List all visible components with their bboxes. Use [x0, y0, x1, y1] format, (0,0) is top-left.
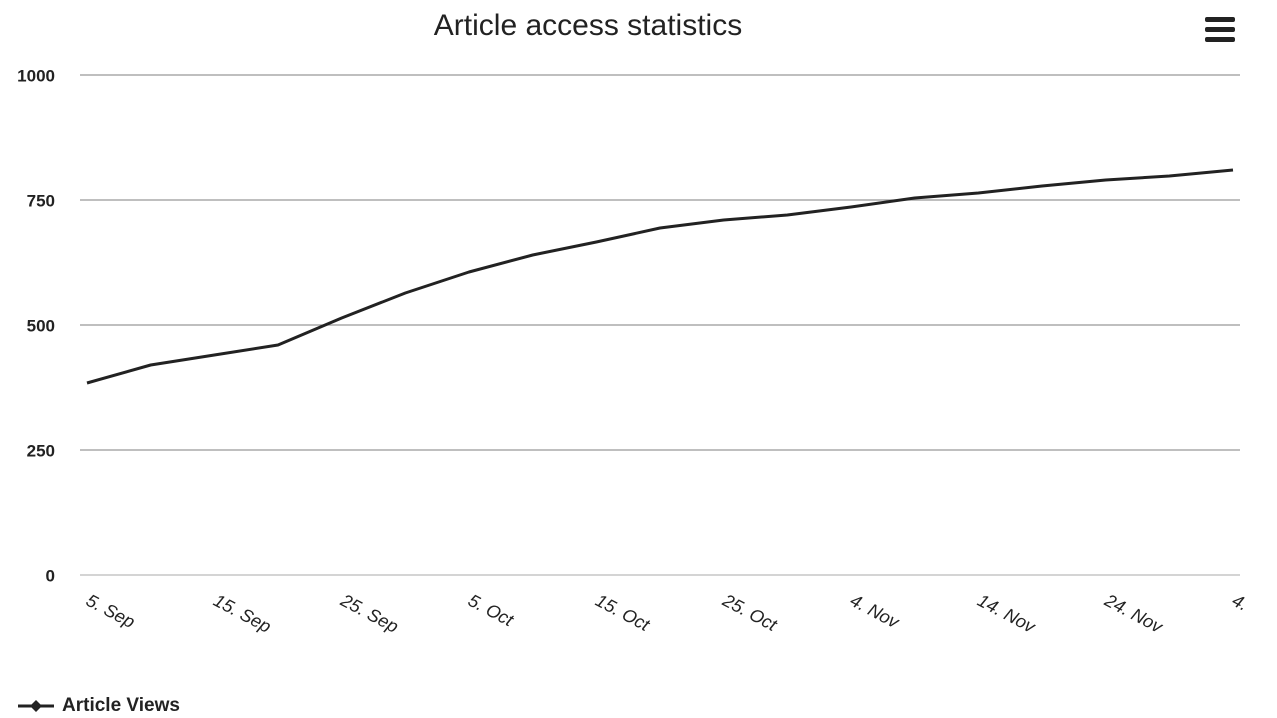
menu-bar[interactable]: [1205, 27, 1235, 32]
x-tick-label: 15. Sep: [210, 590, 274, 637]
legend-marker: [30, 700, 42, 712]
x-tick-label: 4.: [1229, 590, 1252, 615]
line: [86, 168, 1234, 385]
menu-bar[interactable]: [1205, 37, 1235, 42]
x-tick-label: 14. Nov: [974, 590, 1039, 637]
y-tick-label: 1000: [17, 66, 55, 85]
menu-bar[interactable]: [1205, 17, 1235, 22]
x-tick-label: 5. Sep: [83, 590, 138, 632]
legend-label: Article Views: [62, 695, 180, 716]
y-tick-label: 500: [27, 316, 55, 335]
x-tick-label: 15. Oct: [592, 590, 654, 635]
x-tick-label: 5. Oct: [465, 590, 518, 631]
menu-button[interactable]: [1205, 17, 1235, 42]
y-tick-label: 0: [46, 566, 55, 585]
y-tick-label: 750: [27, 191, 55, 210]
x-tick-label: 25. Sep: [337, 590, 402, 637]
y-tick-label: 250: [27, 441, 55, 460]
x-tick-label: 25. Oct: [719, 590, 781, 636]
chart-title: Article access statistics: [434, 9, 742, 42]
x-tick-label: 4. Nov: [847, 590, 903, 633]
x-tick-label: 24. Nov: [1101, 590, 1167, 638]
